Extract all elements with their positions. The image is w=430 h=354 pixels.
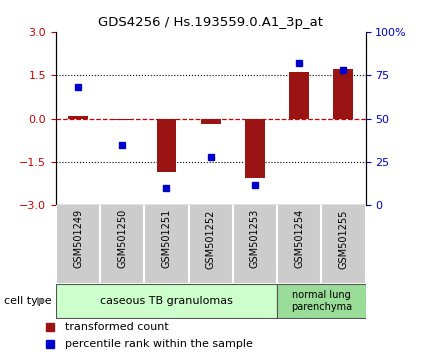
Bar: [68, 116, 88, 119]
Text: GSM501249: GSM501249: [73, 209, 83, 268]
Text: transformed count: transformed count: [64, 321, 169, 332]
Text: GSM501255: GSM501255: [338, 209, 348, 269]
Text: GSM501250: GSM501250: [117, 209, 127, 268]
FancyBboxPatch shape: [277, 284, 366, 318]
Bar: [157, 119, 176, 172]
Text: percentile rank within the sample: percentile rank within the sample: [64, 339, 252, 349]
Text: normal lung
parenchyma: normal lung parenchyma: [291, 290, 352, 312]
Title: GDS4256 / Hs.193559.0.A1_3p_at: GDS4256 / Hs.193559.0.A1_3p_at: [98, 16, 323, 29]
Bar: [112, 119, 132, 120]
Text: ▶: ▶: [37, 296, 45, 306]
Text: caseous TB granulomas: caseous TB granulomas: [100, 296, 233, 306]
Bar: [289, 72, 309, 119]
Bar: [201, 119, 221, 124]
FancyBboxPatch shape: [56, 284, 277, 318]
Text: GSM501254: GSM501254: [294, 209, 304, 268]
Text: GSM501252: GSM501252: [206, 209, 216, 269]
Text: GSM501251: GSM501251: [162, 209, 172, 268]
Bar: [333, 69, 353, 119]
Bar: [245, 119, 265, 178]
Text: GSM501253: GSM501253: [250, 209, 260, 268]
Text: cell type: cell type: [4, 296, 52, 306]
